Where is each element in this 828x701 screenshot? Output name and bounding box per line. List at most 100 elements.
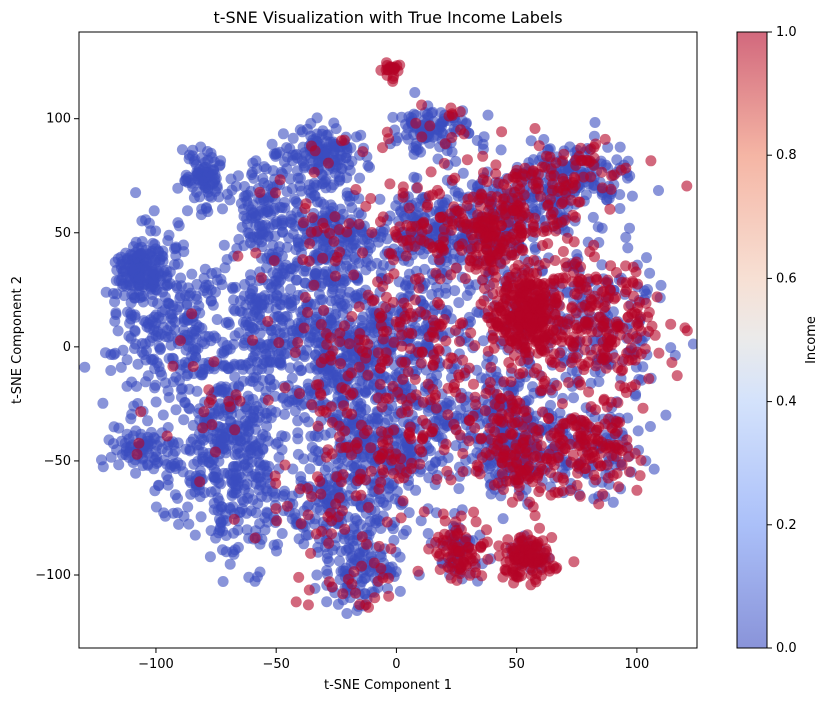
scatter-point xyxy=(150,501,162,513)
scatter-point xyxy=(238,453,250,465)
scatter-point xyxy=(273,276,285,288)
scatter-point xyxy=(450,440,462,452)
scatter-point xyxy=(439,138,451,150)
scatter-point xyxy=(325,427,337,439)
scatter-point xyxy=(309,268,321,280)
scatter-point xyxy=(109,347,121,359)
scatter-point xyxy=(644,267,656,279)
scatter-point xyxy=(161,270,173,282)
scatter-point xyxy=(60,288,71,299)
scatter-point xyxy=(206,419,218,431)
scatter-point xyxy=(222,316,234,328)
scatter-point xyxy=(315,294,327,306)
scatter-point xyxy=(168,507,179,519)
scatter-point xyxy=(190,325,202,337)
scatter-point xyxy=(113,459,125,471)
scatter-point xyxy=(665,342,677,354)
scatter-point xyxy=(323,537,335,549)
scatter-point xyxy=(198,406,210,418)
scatter-point xyxy=(224,343,236,355)
scatter-point xyxy=(317,252,329,264)
scatter-point xyxy=(393,472,405,484)
scatter-point xyxy=(112,253,124,265)
scatter-point xyxy=(423,238,435,250)
scatter-point xyxy=(450,262,462,274)
scatter-point xyxy=(383,133,395,145)
scatter-point xyxy=(416,131,428,143)
scatter-point xyxy=(321,338,333,350)
scatter-point xyxy=(642,284,653,295)
scatter-point xyxy=(592,221,604,233)
scatter-point xyxy=(366,227,378,238)
scatter-point xyxy=(277,490,289,502)
scatter-point xyxy=(389,226,401,237)
scatter-point xyxy=(445,474,457,486)
scatter-point xyxy=(129,325,141,336)
scatter-point xyxy=(234,295,246,307)
scatter-point xyxy=(156,443,168,455)
scatter-point xyxy=(341,187,353,199)
scatter-point xyxy=(145,225,157,237)
scatter-point xyxy=(298,453,310,465)
scatter-point xyxy=(320,406,332,418)
scatter-point xyxy=(169,445,181,457)
scatter-point xyxy=(373,540,385,552)
scatter-point xyxy=(365,442,377,454)
scatter-point xyxy=(375,216,386,228)
scatter-point xyxy=(224,503,236,515)
scatter-point xyxy=(224,558,236,570)
scatter-point xyxy=(233,380,245,392)
scatter-point xyxy=(504,295,516,307)
scatter-point xyxy=(186,268,198,280)
scatter-point xyxy=(442,409,454,421)
scatter-point xyxy=(441,465,453,477)
scatter-point xyxy=(436,241,448,253)
scatter-point xyxy=(520,301,532,313)
scatter-point xyxy=(322,461,334,473)
scatter-point xyxy=(289,508,301,520)
scatter-point xyxy=(215,516,227,528)
scatter-point xyxy=(457,354,469,366)
scatter-point xyxy=(346,155,358,167)
scatter-point xyxy=(479,405,491,417)
scatter-point xyxy=(425,166,437,178)
scatter-point xyxy=(308,166,320,178)
scatter-point xyxy=(622,242,634,254)
scatter-point xyxy=(97,397,109,409)
scatter-points xyxy=(60,57,697,619)
scatter-point xyxy=(380,392,392,404)
scatter-point xyxy=(358,451,370,463)
scatter-point xyxy=(348,269,360,281)
scatter-point xyxy=(261,420,273,432)
scatter-point xyxy=(580,189,592,201)
scatter-point xyxy=(335,358,346,370)
scatter-point xyxy=(417,396,429,408)
scatter-point xyxy=(238,496,250,508)
scatter-point xyxy=(377,142,388,154)
scatter-point xyxy=(302,509,314,521)
scatter-point xyxy=(410,109,422,121)
scatter-point xyxy=(357,146,369,158)
scatter-point xyxy=(488,342,500,354)
scatter-point xyxy=(122,306,133,318)
scatter-point xyxy=(330,498,342,510)
scatter-point xyxy=(254,471,266,483)
scatter-point xyxy=(415,357,427,369)
scatter-point xyxy=(252,498,264,510)
scatter-point xyxy=(601,194,613,206)
scatter-point xyxy=(410,117,422,129)
scatter-point xyxy=(343,286,355,298)
scatter-point xyxy=(224,362,236,373)
scatter-point xyxy=(136,338,148,349)
scatter-point xyxy=(224,401,236,413)
scatter-point xyxy=(453,483,465,495)
scatter-point xyxy=(108,421,120,433)
scatter-point xyxy=(350,184,362,195)
scatter-point xyxy=(440,335,452,347)
scatter-point xyxy=(514,397,526,409)
scatter-point xyxy=(475,433,487,445)
scatter-point xyxy=(528,154,539,166)
scatter-point xyxy=(250,507,262,519)
scatter-point xyxy=(404,343,416,355)
scatter-point xyxy=(153,256,165,268)
